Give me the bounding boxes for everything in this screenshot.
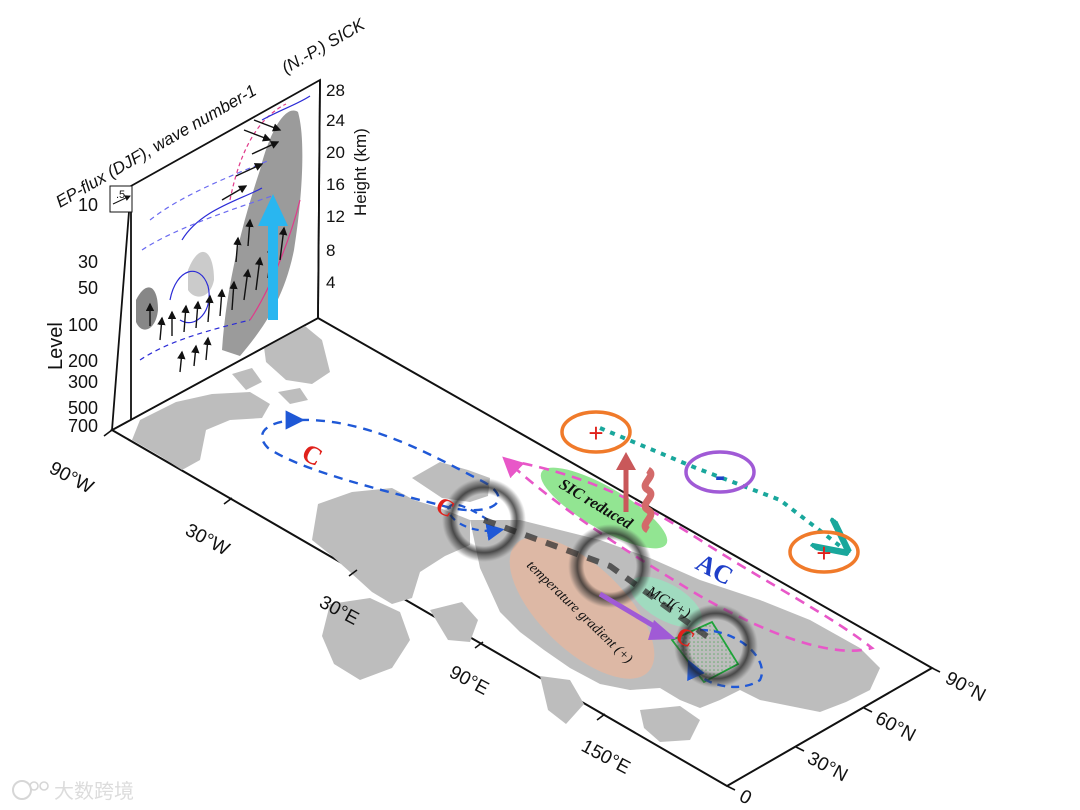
wave-center-2 (568, 524, 652, 608)
upper-wave-train: + - + (560, 410, 860, 574)
plus-sign-2: + (816, 538, 831, 568)
level-tick-label: 200 (68, 351, 98, 371)
wave-train-dotted-line (599, 426, 840, 546)
shade-region-upper (222, 110, 303, 356)
height-axis-title: Height (km) (351, 128, 370, 216)
height-tick-label: 24 (326, 111, 345, 130)
cyclone-loop-atlantic (260, 410, 500, 512)
wave-center-3 (674, 604, 758, 688)
ref-vector-box (109, 185, 133, 213)
wave-center-1 (442, 478, 526, 562)
sic-reduced-patch (540, 467, 668, 549)
watermark-logo-icon (12, 780, 32, 800)
level-tick-label: 300 (68, 372, 98, 392)
ep-flux-vectors (145, 119, 288, 373)
land-europe (312, 488, 470, 604)
gradient-arrow-head (648, 620, 676, 640)
high-pressure-ring-2 (788, 530, 860, 574)
lat-tick-label: 0 (736, 786, 755, 810)
land-india (540, 676, 584, 724)
lat-tick-label: 30°N (804, 748, 851, 786)
level-tick-label: 50 (78, 278, 98, 298)
level-axis-title: Level (45, 322, 67, 370)
high-pressure-ring-1 (560, 410, 632, 454)
level-tick-label: 30 (78, 252, 98, 272)
lat-tick-label: 60°N (872, 708, 919, 746)
height-axis (317, 79, 321, 319)
height-tick-label: 16 (326, 175, 345, 194)
height-tick-label: 12 (326, 207, 345, 226)
heat-flux-wavy (641, 467, 655, 533)
watermark-text: 大数跨境 (54, 780, 134, 803)
map-plane: C C C AC SIC reduced MCI(+) temperature … (46, 316, 989, 810)
land-arabia (430, 602, 478, 642)
lon-tick-label: 90°E (446, 662, 492, 700)
panel-title-right: (N.-P.) SICK (279, 15, 369, 78)
level-tick-label: 700 (68, 416, 98, 436)
flux-arrow-head (258, 194, 288, 226)
heat-flux-arrow-head (616, 452, 636, 470)
low-pressure-ring (684, 450, 756, 494)
height-tick-label: 8 (326, 241, 335, 260)
level-tick-label: 100 (68, 315, 98, 335)
level-ticks: 10 30 50 100 200 300 500 700 (68, 195, 98, 436)
level-tick-label: 500 (68, 398, 98, 418)
land-east-asia (640, 706, 700, 742)
land-arctic-islands (232, 368, 308, 404)
height-ticks: 28 24 20 16 12 8 4 (326, 81, 345, 292)
mci-patch (630, 576, 702, 628)
lat-tick-label: 90°N (942, 668, 989, 706)
ref-vector-label: .5 (116, 189, 125, 201)
flux-arrow-shaft (268, 222, 278, 320)
height-tick-label: 20 (326, 143, 345, 162)
minus-sign: - (715, 460, 725, 493)
height-tick-label: 4 (326, 273, 335, 292)
ep-flux-panel: .5 (109, 78, 321, 432)
watermark: 大数跨境 (12, 780, 134, 803)
temperature-gradient-patch (509, 537, 655, 679)
land-north-america (132, 392, 270, 470)
plus-sign-1: + (588, 418, 603, 448)
land-africa (322, 598, 410, 680)
ref-vector-arrow (112, 195, 131, 205)
lon-tick-label: 30°W (182, 520, 233, 560)
lon-tick-label: 90°W (46, 458, 97, 498)
height-tick-label: 28 (326, 81, 345, 100)
level-tick-label: 10 (78, 195, 98, 215)
lon-tick-label: 150°E (578, 736, 634, 779)
anticyclone-loop (502, 456, 875, 652)
